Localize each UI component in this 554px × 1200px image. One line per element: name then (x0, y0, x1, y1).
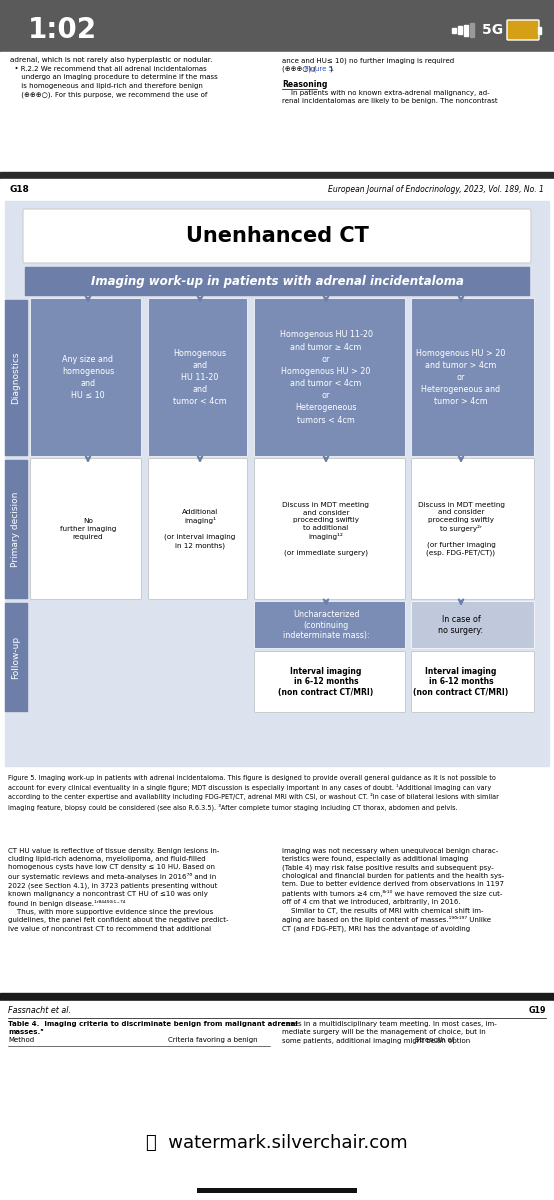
Text: Discuss in MDT meeting
and consider
proceeding swiftly
to surgery²ʳ

(or further: Discuss in MDT meeting and consider proc… (418, 502, 505, 557)
Bar (5, 602, 27, 710)
Text: No
further imaging
required: No further imaging required (60, 518, 116, 540)
Bar (470, 23, 474, 37)
FancyBboxPatch shape (412, 458, 535, 600)
Bar (0, 1115, 554, 1175)
Bar (0, 1186, 554, 1200)
Text: Unenhanced CT: Unenhanced CT (186, 226, 368, 246)
Text: Additional
imaging¹

(or interval imaging
in 12 months): Additional imaging¹ (or interval imaging… (165, 509, 235, 548)
Text: imaging was not necessary when unequivocal benign charac-
teristics were found, : imaging was not necessary when unequivoc… (282, 848, 504, 932)
Text: ance and HU≤ 10) no further imaging is required: ance and HU≤ 10) no further imaging is r… (282, 56, 454, 64)
Bar (0, 846, 554, 991)
Text: Reasoning: Reasoning (282, 80, 327, 89)
Text: Interval imaging
in 6-12 months
(non contract CT/MRI): Interval imaging in 6-12 months (non con… (413, 667, 509, 697)
Text: Interval imaging
in 6-12 months
(non contract CT/MRI): Interval imaging in 6-12 months (non con… (278, 667, 373, 697)
Text: Any size and
homogenous
and
HU ≤ 10: Any size and homogenous and HU ≤ 10 (62, 355, 114, 401)
FancyBboxPatch shape (148, 458, 248, 600)
Text: Homogenous HU > 20
and tumor > 4cm
or
Heterogeneous and
tumor > 4cm: Homogenous HU > 20 and tumor > 4cm or He… (416, 349, 506, 407)
Text: Follow-up: Follow-up (12, 636, 20, 678)
Text: Discuss in MDT meeting
and consider
proceeding swiftly
to additional
imaging¹²

: Discuss in MDT meeting and consider proc… (283, 502, 370, 556)
Text: cases in a multidisciplinary team meeting. In most cases, im-
mediate surgery wi: cases in a multidisciplinary team meetin… (282, 1021, 497, 1044)
Text: G19: G19 (529, 1006, 546, 1015)
Bar (0, 772, 554, 840)
Text: 1:02: 1:02 (28, 16, 97, 44)
FancyBboxPatch shape (254, 601, 406, 648)
Text: Strength of: Strength of (415, 1037, 454, 1043)
FancyBboxPatch shape (412, 652, 535, 713)
Text: Uncharacterized
(continuing
indeterminate mass):: Uncharacterized (continuing indeterminat… (283, 610, 370, 640)
Bar (0, 1001, 554, 1111)
Text: European Journal of Endocrinology, 2023, Vol. 189, No. 1: European Journal of Endocrinology, 2023,… (328, 186, 544, 194)
Bar (197, 1188, 357, 1193)
Bar (25, 266, 529, 295)
Text: In patients with no known extra-adrenal malignancy, ad-
renal incidentalomas are: In patients with no known extra-adrenal … (282, 90, 497, 104)
FancyBboxPatch shape (23, 209, 531, 263)
Text: ).: ). (329, 66, 334, 72)
Bar (0, 52, 554, 172)
Bar (5, 300, 27, 455)
Text: 🔒  watermark.silverchair.com: 🔒 watermark.silverchair.com (146, 1134, 408, 1152)
Text: (⊕⊕⊕○) (: (⊕⊕⊕○) ( (282, 66, 316, 72)
Text: Homogenous HU 11-20
and tumor ≥ 4cm
or
Homogenous HU > 20
and tumor < 4cm
or
Het: Homogenous HU 11-20 and tumor ≥ 4cm or H… (280, 330, 372, 425)
Bar (0, 179, 554, 200)
FancyBboxPatch shape (30, 299, 141, 456)
Bar (5, 460, 27, 598)
Text: Fassnacht et al.: Fassnacht et al. (8, 1006, 71, 1015)
Bar (0, 0, 554, 52)
FancyBboxPatch shape (254, 652, 406, 713)
Bar (538, 26, 541, 34)
Bar (0, 994, 554, 1000)
Text: • R.2.2 We recommend that all adrenal incidentalomas
     undergo an imaging pro: • R.2.2 We recommend that all adrenal in… (10, 66, 218, 98)
Text: Diagnostics: Diagnostics (12, 352, 20, 403)
Text: Figure 5. Imaging work-up in patients with adrenal incidentaloma. This figure is: Figure 5. Imaging work-up in patients wi… (8, 775, 499, 811)
FancyBboxPatch shape (30, 458, 141, 600)
Text: adrenal, which is not rarely also hyperplastic or nodular.: adrenal, which is not rarely also hyperp… (10, 56, 212, 62)
Text: In case of
no surgery:: In case of no surgery: (438, 616, 484, 635)
FancyBboxPatch shape (412, 601, 535, 648)
Text: Primary decision: Primary decision (12, 491, 20, 566)
Bar (452, 28, 456, 32)
Text: Table 4.  Imaging criteria to discriminate benign from malignant adrenal
masses.: Table 4. Imaging criteria to discriminat… (8, 1021, 297, 1034)
Text: Figure 5: Figure 5 (305, 66, 333, 72)
FancyBboxPatch shape (148, 299, 248, 456)
Text: Imaging work-up in patients with adrenal incidentaloma: Imaging work-up in patients with adrenal… (90, 275, 464, 288)
FancyBboxPatch shape (254, 458, 406, 600)
Text: G18: G18 (10, 186, 30, 194)
Text: Homogenous
and
HU 11-20
and
tumor < 4cm: Homogenous and HU 11-20 and tumor < 4cm (173, 349, 227, 407)
Bar (5, 200, 549, 766)
Bar (464, 25, 468, 36)
Bar (0, 172, 554, 179)
FancyBboxPatch shape (507, 20, 539, 40)
Text: 5G E: 5G E (482, 23, 517, 37)
Text: Criteria favoring a benign: Criteria favoring a benign (168, 1037, 258, 1043)
Text: CT HU value is reflective of tissue density. Benign lesions in-
cluding lipid-ri: CT HU value is reflective of tissue dens… (8, 848, 228, 931)
Text: Method: Method (8, 1037, 34, 1043)
FancyBboxPatch shape (254, 299, 406, 456)
Bar (458, 26, 462, 34)
FancyBboxPatch shape (412, 299, 535, 456)
